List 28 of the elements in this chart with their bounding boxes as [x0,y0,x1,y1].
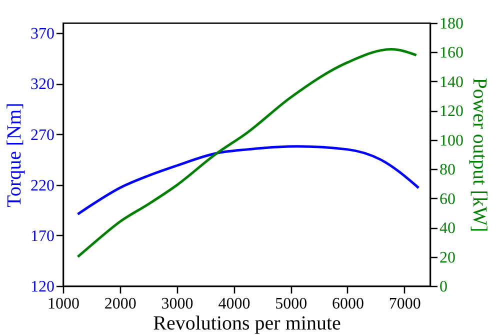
x-tick-label: 3000 [161,296,194,312]
y-tick-label: 220 [30,177,54,194]
y-axis-title: Torque [Nm] [4,102,26,208]
line-series [76,48,418,258]
y2-tick-label: 140 [440,74,464,91]
y2-tick-label: 0 [440,278,448,296]
y-tick-label: 370 [30,26,54,43]
x-tick-label: 1000 [48,296,80,312]
y2-tick-label: 40 [440,220,456,238]
y2-tick-label: 120 [440,103,464,120]
x-axis-title: Revolutions per minute [153,312,341,334]
line-series [76,145,420,216]
y-tick-label: 320 [30,76,54,94]
y2-tick-label: 80 [440,162,456,179]
x-tick-label: 7000 [388,296,421,312]
y2-tick-label: 160 [440,44,464,62]
y2-tick-label: 100 [440,132,464,150]
y-tick-label: 270 [30,126,54,144]
y-tick-label: 170 [30,228,54,245]
x-tick-label: 2000 [104,296,136,312]
y-tick-label: 120 [30,278,54,296]
x-tick-label: 4000 [218,296,250,312]
y2-axis-title: Power output [kW] [468,78,490,232]
y2-tick-label: 180 [440,16,464,32]
x-tick-label: 6000 [332,296,364,312]
y2-tick-label: 20 [440,249,456,266]
x-tick-label: 5000 [275,296,308,312]
y2-tick-label: 60 [440,190,456,208]
